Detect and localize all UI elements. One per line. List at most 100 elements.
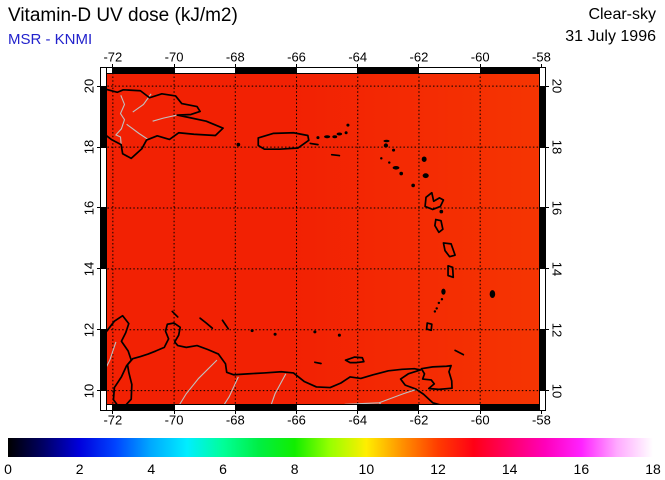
grenadines-icon-2: [437, 301, 441, 305]
river-venezuela-1: [176, 360, 217, 411]
colorbar-tick-label: 14: [501, 461, 518, 477]
st-martin-icon: [383, 143, 389, 148]
barbuda-icon: [421, 156, 427, 162]
border-haiti-dr: [116, 95, 125, 144]
grenadines-icon-3: [435, 307, 438, 310]
st-vincent-icon: [441, 288, 446, 295]
culebra-icon: [316, 136, 320, 140]
coastline-st-croix: [332, 155, 340, 156]
frame-black-segment: [112, 405, 175, 410]
frame-tick: [97, 390, 106, 392]
uv-hotspot-south: [184, 67, 256, 113]
mona-island-icon: [236, 142, 241, 147]
graticule-dotted: [100, 67, 546, 411]
st-eustatius-icon: [388, 161, 391, 164]
coastline-vieques: [310, 143, 318, 144]
lat-tick-label-right: 16: [549, 200, 565, 216]
page-title: Vitamin-D UV dose (kJ/m2): [8, 5, 238, 26]
frame-tick: [418, 405, 420, 414]
coastline-dominica: [435, 220, 443, 233]
frame-tick: [97, 146, 106, 148]
river-yaque-sur: [127, 124, 148, 139]
st-barth-icon: [392, 148, 396, 152]
map-layers: [100, 67, 546, 411]
lat-tick-label-right: 18: [549, 139, 565, 155]
frame-black-segment: [101, 207, 106, 269]
frame-tick: [418, 64, 420, 73]
uv-hotspot-trinidad: [392, 67, 452, 122]
lat-tick-label-right: 12: [549, 322, 565, 337]
lat-tick-label-left: 10: [81, 383, 97, 398]
coastline-st-lucia: [448, 266, 453, 278]
frame-tick: [112, 64, 114, 73]
frame-black-segment: [235, 68, 297, 73]
colorbar-tick-label: 12: [430, 461, 446, 477]
colorbar-tick-label: 16: [573, 461, 590, 477]
frame-black-segment: [540, 207, 545, 269]
small-islands: [236, 123, 496, 337]
uv-tint-sw: [100, 344, 238, 411]
st-kitts-icon: [392, 165, 400, 170]
la-orchila-icon: [313, 330, 317, 334]
la-blanquilla-icon: [337, 333, 341, 337]
frame-black-segment: [357, 68, 419, 73]
date-label: 31 July 1996: [565, 28, 656, 45]
coastline-aruba: [172, 311, 178, 316]
frame-tick: [173, 64, 175, 73]
lon-tick-label-top: -60: [470, 49, 490, 65]
frame-black-segment: [101, 86, 106, 148]
frame-tick: [479, 405, 481, 414]
frame-tick: [97, 329, 106, 331]
frame-tick: [540, 146, 549, 148]
frame-black-segment: [480, 405, 542, 410]
lat-tick-label-right: 10: [549, 383, 565, 398]
lon-tick-label-top: -62: [409, 49, 429, 65]
lon-tick-label-top: -66: [287, 49, 306, 65]
lon-tick-label-bottom: -60: [470, 412, 490, 428]
frame-tick: [97, 85, 106, 87]
frame-tick: [540, 85, 549, 87]
lon-tick-label-bottom: -58: [532, 412, 551, 428]
colorbar-tick-label: 18: [645, 461, 661, 477]
source-label: MSR - KNMI: [8, 31, 93, 48]
frame-black-segment: [540, 86, 545, 148]
frame-tick: [540, 390, 549, 392]
coastline-trinidad: [421, 366, 452, 390]
frame-black-segment: [357, 405, 419, 410]
lon-tick-label-top: -58: [532, 49, 551, 65]
frame-tick: [357, 405, 359, 414]
frame-tick: [234, 405, 236, 414]
coastline-la-tortuga: [315, 362, 321, 363]
anegada-icon: [346, 123, 350, 127]
frame-black-segment: [540, 329, 545, 391]
virgin-gorda-icon: [344, 131, 348, 135]
lon-tick-label-bottom: -70: [164, 412, 184, 428]
colorbar-tick-label: 0: [4, 461, 12, 477]
coastline-guadeloupe: [425, 193, 443, 210]
marie-galante-icon: [439, 209, 444, 214]
frame-tick: [173, 405, 175, 414]
lon-tick-label-bottom: -66: [287, 412, 306, 428]
frame-black-segment: [235, 405, 297, 410]
anguilla-icon: [383, 139, 390, 143]
frame-black-segment: [480, 68, 542, 73]
lon-tick-label-top: -72: [103, 49, 123, 65]
frame-tick: [479, 64, 481, 73]
frame-black-segment: [101, 329, 106, 391]
lat-tick-label-left: 18: [81, 139, 97, 155]
lat-tick-label-right: 20: [549, 78, 565, 94]
caribbean-uv-map: [100, 67, 546, 411]
lat-tick-label-left: 14: [81, 261, 97, 277]
uv-tint-south-center: [250, 350, 435, 411]
lat-tick-label-left: 12: [81, 322, 97, 337]
frame-tick: [296, 64, 298, 73]
uv-tint-ne-corner: [434, 67, 546, 193]
frame-tick: [540, 207, 549, 209]
grenadines-icon-4: [433, 310, 437, 313]
coastline-tobago: [455, 350, 463, 354]
coastline-puerto-rico: [258, 133, 309, 149]
colorbar-tick-label: 8: [290, 461, 299, 477]
frame-strip-left: [97, 68, 107, 410]
los-roques-icon: [273, 332, 277, 336]
